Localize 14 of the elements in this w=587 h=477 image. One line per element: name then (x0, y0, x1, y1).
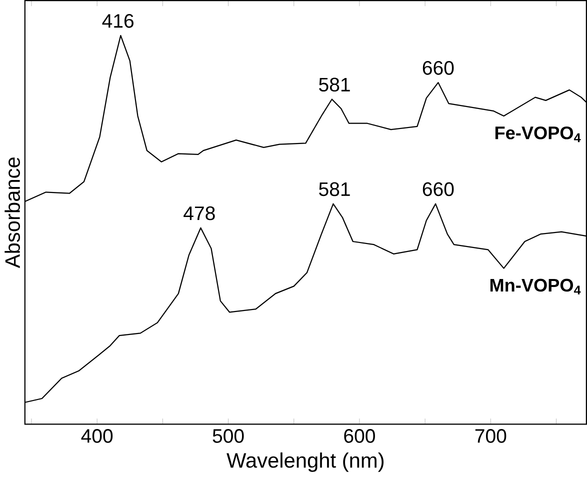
x-axis-title: Wavelenght (nm) (226, 452, 384, 472)
x-tick-label: 600 (344, 429, 375, 444)
annotation: 660 (422, 61, 454, 76)
series-label: Fe-VOPO$_{4}$ (495, 126, 581, 142)
annotation: 581 (319, 78, 350, 92)
x-tick-label: 500 (212, 429, 244, 444)
annotation: 660 (422, 182, 454, 196)
annotation: 416 (102, 14, 134, 28)
x-tick-label: 400 (81, 429, 113, 444)
x-tick-label: 700 (475, 429, 506, 444)
annotation: 581 (319, 182, 350, 196)
y-axis-title: Absorbance (4, 158, 20, 268)
series-label: Mn-VOPO$_{4}$ (490, 279, 581, 295)
annotation: 478 (184, 206, 215, 220)
